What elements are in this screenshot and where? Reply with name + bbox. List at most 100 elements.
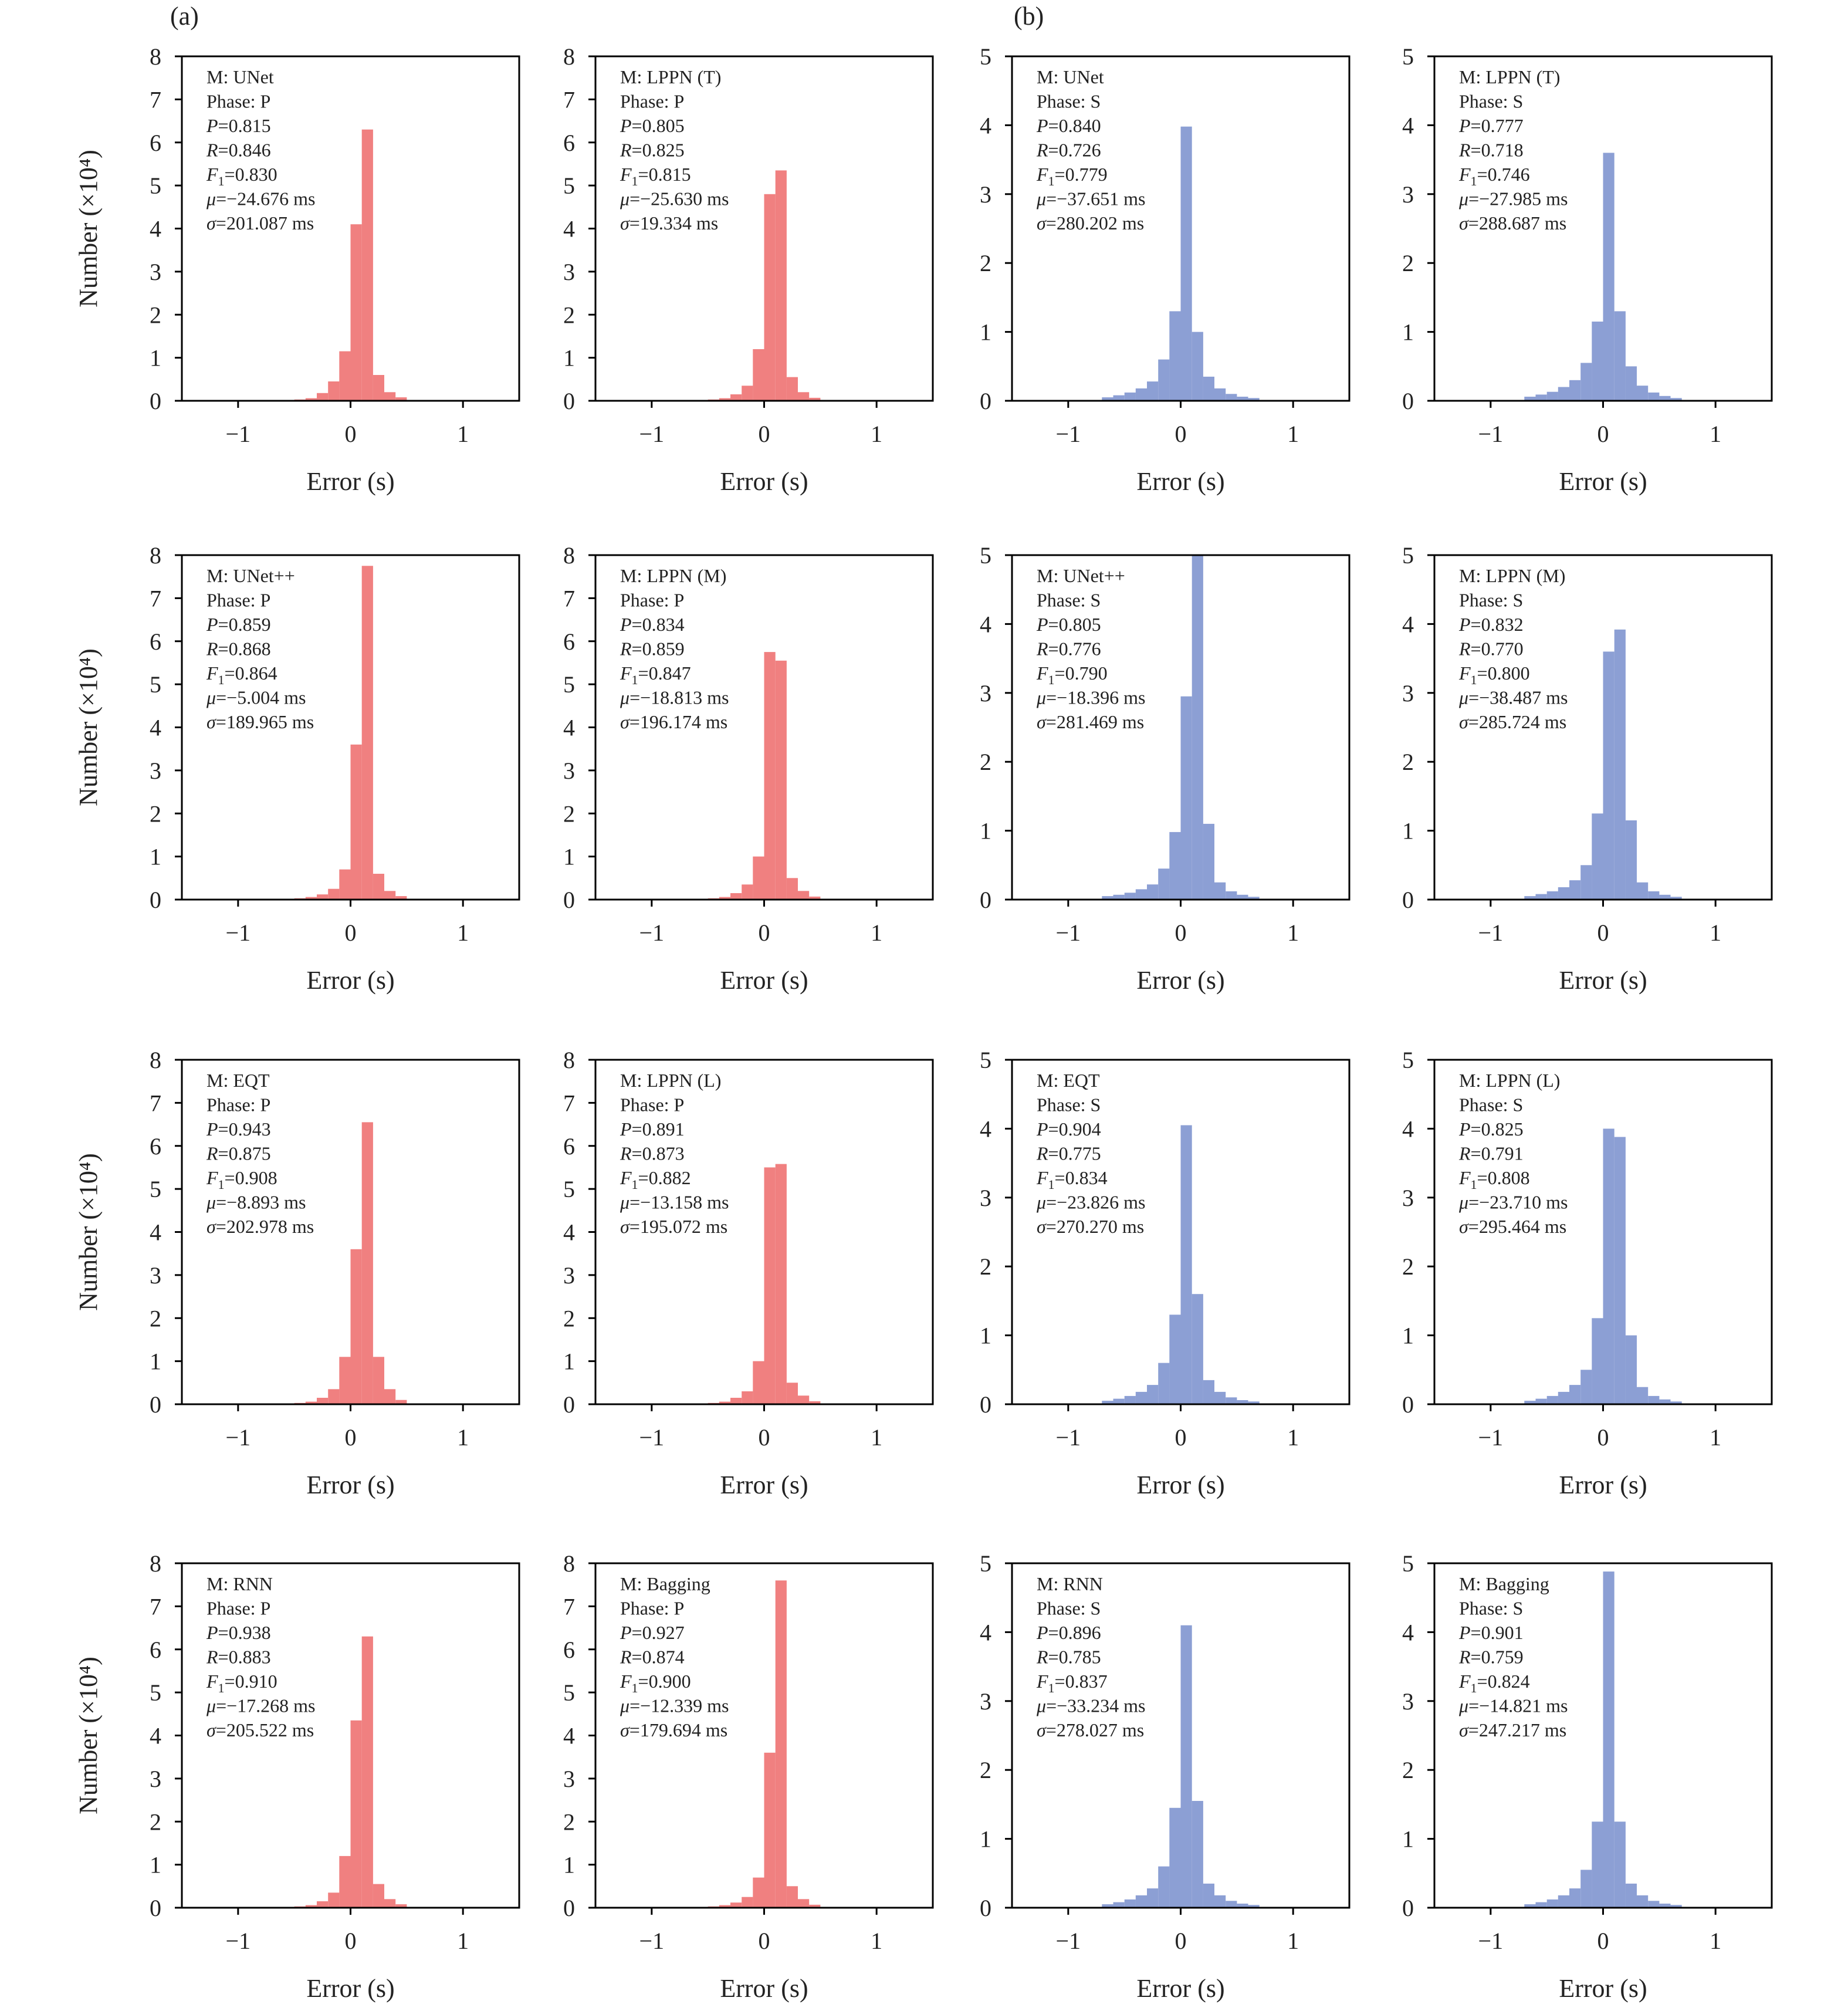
- x-tick-label: −1: [1478, 1424, 1504, 1451]
- phase-label: Phase: P: [620, 1598, 684, 1619]
- histogram-panel: −1 0 1 0 1 2 3 4 5 6 7 8 Error (s) Number (×10⁴) M: RN…: [74, 1550, 520, 2003]
- std-label: σ=202.978 ms: [207, 1216, 314, 1237]
- y-tick-label: 5: [980, 1550, 991, 1577]
- histogram-bar: [1524, 896, 1536, 900]
- metric-value: −17.268 ms: [226, 1695, 315, 1716]
- y-tick-label: 8: [563, 1550, 575, 1577]
- histogram-bar: [1180, 1125, 1192, 1404]
- metric-value: 0.832: [1481, 614, 1524, 635]
- y-tick-label: 5: [980, 43, 991, 70]
- recall-label: R=0.759: [1458, 1647, 1524, 1668]
- metric-value: 0.825: [642, 140, 685, 161]
- histogram-bar: [1603, 1128, 1615, 1404]
- x-tick-label: −1: [639, 1928, 665, 1954]
- metric-value: 0.847: [649, 663, 691, 684]
- x-tick-label: −1: [639, 1424, 665, 1451]
- y-tick-label: 1: [563, 345, 575, 371]
- x-axis-label: Error (s): [306, 1471, 394, 1499]
- histogram-bar: [1603, 651, 1615, 900]
- f1-label: F1=0.830: [206, 164, 277, 188]
- histogram-bar: [1124, 392, 1136, 401]
- histogram-bar: [1203, 376, 1214, 401]
- histogram-bar: [1180, 1625, 1192, 1908]
- histogram-bar: [764, 194, 776, 401]
- histogram-bar: [1237, 894, 1248, 900]
- histogram-bar: [339, 351, 351, 401]
- histogram-bar: [1192, 1294, 1203, 1404]
- y-tick-label: 2: [150, 302, 161, 328]
- histogram-bar: [1113, 1398, 1125, 1404]
- histogram-bar: [1192, 1801, 1203, 1908]
- histogram-bar: [1592, 322, 1603, 401]
- std-label: σ=288.687 ms: [1459, 212, 1566, 234]
- metric-value: 280.202 ms: [1057, 212, 1144, 234]
- y-tick-label: 6: [150, 628, 161, 655]
- x-tick-label: −1: [226, 920, 251, 946]
- y-axis-label: Number (×10⁴): [74, 1657, 103, 1814]
- phase-label: Phase: P: [207, 1094, 270, 1116]
- histogram-bar: [1670, 1905, 1682, 1908]
- y-tick-label: 4: [563, 715, 575, 741]
- y-tick-label: 2: [1402, 1253, 1414, 1280]
- y-tick-label: 5: [1402, 542, 1414, 569]
- histogram-bar: [1670, 1401, 1682, 1404]
- phase-label: Phase: P: [620, 590, 684, 611]
- histogram-bar: [361, 129, 373, 401]
- histogram-panel: −1 0 1 0 1 2 3 4 5 Error (s) M: UNet Phase: S P=0.84…: [980, 43, 1351, 496]
- metric-value: 0.815: [649, 164, 691, 185]
- histogram-bar: [809, 1904, 821, 1908]
- histogram-bar: [1546, 391, 1558, 401]
- mean-label: μ=−23.826 ms: [1036, 1192, 1146, 1213]
- histogram-bar: [373, 1357, 384, 1404]
- std-label: σ=285.724 ms: [1459, 711, 1566, 732]
- mean-label: μ=−17.268 ms: [206, 1695, 316, 1716]
- histogram-bar: [809, 397, 821, 401]
- histogram-bar: [764, 1167, 776, 1404]
- histogram-bar: [1546, 1395, 1558, 1404]
- histogram-bar: [719, 897, 730, 900]
- histogram-bar: [1580, 363, 1592, 401]
- metric-value: 0.874: [642, 1647, 685, 1668]
- metric-value: 0.846: [229, 140, 271, 161]
- mean-label: μ=−5.004 ms: [206, 687, 306, 708]
- x-tick-label: −1: [1056, 1928, 1081, 1954]
- metric-value: 0.896: [1059, 1622, 1101, 1643]
- histogram-bar: [395, 1904, 407, 1908]
- x-tick-label: 0: [1597, 1424, 1609, 1451]
- y-tick-label: 7: [150, 585, 161, 611]
- x-tick-label: 1: [1287, 1928, 1299, 1954]
- y-tick-label: 1: [980, 1826, 991, 1853]
- metric-value: 201.087 ms: [226, 212, 314, 234]
- y-tick-label: 2: [563, 1305, 575, 1331]
- y-tick-label: 4: [150, 1723, 161, 1749]
- x-tick-label: 1: [457, 421, 469, 447]
- y-tick-label: 3: [150, 1262, 161, 1289]
- x-tick-label: 0: [1175, 1424, 1187, 1451]
- f1-label: F1=0.790: [1036, 663, 1108, 687]
- model-label: M: EQT: [207, 1070, 270, 1091]
- histogram-bar: [1214, 1895, 1226, 1908]
- y-tick-label: 7: [563, 585, 575, 611]
- metric-value: −18.813 ms: [640, 687, 729, 708]
- phase-label: Phase: P: [207, 590, 270, 611]
- histogram-bar: [742, 386, 753, 401]
- x-axis-label: Error (s): [720, 467, 808, 496]
- metric-value: 19.334 ms: [640, 212, 718, 234]
- histogram-bar: [1625, 1335, 1637, 1404]
- histogram-bar: [1226, 891, 1237, 900]
- histogram-panel: −1 0 1 0 1 2 3 4 5 6 7 8 Error (s) M: LPPN (L) Phase: …: [563, 1047, 934, 1499]
- recall-label: R=0.776: [1036, 638, 1101, 660]
- metric-value: 0.908: [235, 1167, 277, 1188]
- x-tick-label: 1: [1710, 920, 1721, 946]
- metric-value: 0.726: [1059, 140, 1101, 161]
- histogram-panel: −1 0 1 0 1 2 3 4 5 6 7 8 Error (s) Number (×10⁴) M: UN…: [74, 542, 520, 995]
- x-tick-label: 1: [871, 421, 882, 447]
- x-axis-label: Error (s): [720, 966, 808, 995]
- y-tick-label: 5: [150, 1679, 161, 1706]
- x-axis-label: Error (s): [306, 467, 394, 496]
- model-label: M: LPPN (L): [1459, 1070, 1560, 1091]
- metric-value: 0.882: [649, 1167, 691, 1188]
- mean-label: μ=−8.893 ms: [206, 1192, 306, 1213]
- model-label: M: RNN: [207, 1573, 273, 1594]
- x-tick-label: −1: [1056, 920, 1081, 946]
